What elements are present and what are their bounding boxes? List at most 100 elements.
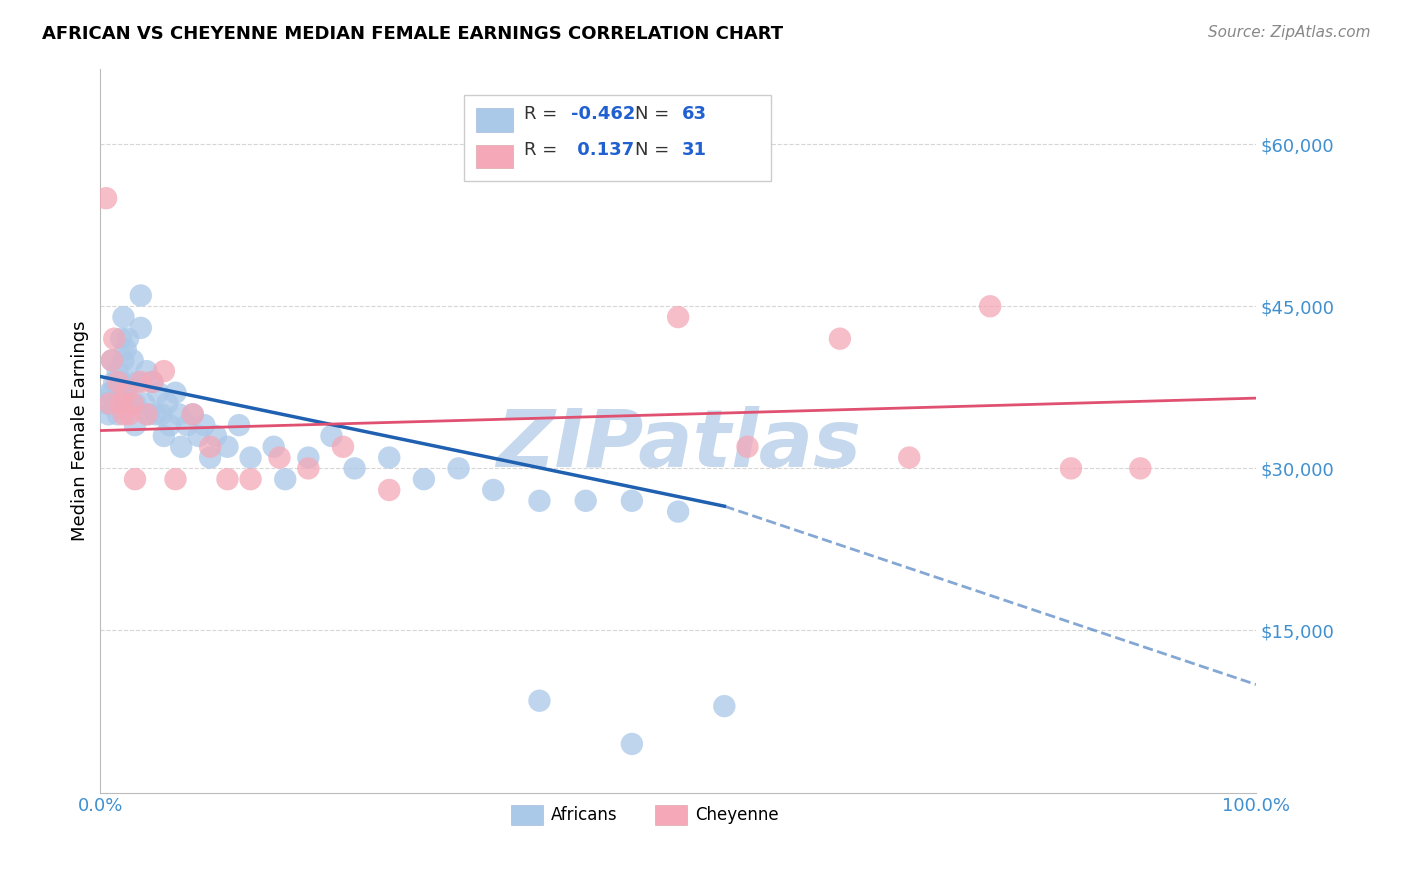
Point <box>198 440 221 454</box>
Text: 0.137: 0.137 <box>571 141 634 160</box>
Point <box>447 461 470 475</box>
Point <box>97 408 120 422</box>
Text: R =: R = <box>524 141 564 160</box>
Point <box>620 493 643 508</box>
Point <box>107 364 129 378</box>
FancyBboxPatch shape <box>464 95 770 181</box>
Point <box>979 299 1001 313</box>
Point <box>378 483 401 497</box>
Point <box>129 375 152 389</box>
Point <box>146 385 169 400</box>
Point <box>343 461 366 475</box>
Point <box>620 737 643 751</box>
Point <box>274 472 297 486</box>
Point <box>165 472 187 486</box>
Point <box>898 450 921 465</box>
Point <box>121 396 143 410</box>
Point <box>110 375 132 389</box>
Point <box>117 332 139 346</box>
Point <box>98 385 121 400</box>
Point <box>124 472 146 486</box>
Point <box>828 332 851 346</box>
Text: N =: N = <box>636 141 675 160</box>
Point <box>107 375 129 389</box>
Point <box>198 450 221 465</box>
Point <box>124 418 146 433</box>
Text: AFRICAN VS CHEYENNE MEDIAN FEMALE EARNINGS CORRELATION CHART: AFRICAN VS CHEYENNE MEDIAN FEMALE EARNIN… <box>42 25 783 43</box>
Point <box>150 408 173 422</box>
Point <box>114 343 136 357</box>
Point <box>205 429 228 443</box>
Point <box>135 364 157 378</box>
Point <box>134 396 156 410</box>
Point <box>529 493 551 508</box>
Point <box>94 191 117 205</box>
Point <box>98 396 121 410</box>
Point <box>112 353 135 368</box>
Point <box>269 450 291 465</box>
Point <box>145 408 167 422</box>
Point <box>107 408 129 422</box>
Point <box>127 375 149 389</box>
Point <box>321 429 343 443</box>
Point <box>110 396 132 410</box>
Point <box>170 440 193 454</box>
Point <box>121 353 143 368</box>
Point <box>575 493 598 508</box>
Point <box>332 440 354 454</box>
Point <box>737 440 759 454</box>
Point <box>101 353 124 368</box>
Point <box>217 472 239 486</box>
Point <box>104 396 127 410</box>
Point <box>101 353 124 368</box>
Point <box>297 450 319 465</box>
Point <box>228 418 250 433</box>
Point <box>181 408 204 422</box>
Point <box>129 288 152 302</box>
Point <box>103 332 125 346</box>
Point <box>159 418 181 433</box>
Point <box>114 385 136 400</box>
Point <box>666 505 689 519</box>
FancyBboxPatch shape <box>475 145 513 168</box>
Text: Africans: Africans <box>551 806 617 824</box>
Point <box>118 408 141 422</box>
Point <box>482 483 505 497</box>
Point <box>263 440 285 454</box>
Text: Source: ZipAtlas.com: Source: ZipAtlas.com <box>1208 25 1371 40</box>
Point <box>297 461 319 475</box>
Text: 63: 63 <box>682 105 707 123</box>
Point <box>167 408 190 422</box>
Point <box>156 396 179 410</box>
FancyBboxPatch shape <box>475 108 513 131</box>
Point <box>153 429 176 443</box>
Point <box>666 310 689 324</box>
Point <box>176 418 198 433</box>
Point <box>1060 461 1083 475</box>
Point <box>239 450 262 465</box>
Text: Cheyenne: Cheyenne <box>696 806 779 824</box>
Text: ZIPatlas: ZIPatlas <box>496 406 860 484</box>
Point <box>153 364 176 378</box>
Point <box>217 440 239 454</box>
Point <box>193 418 215 433</box>
Point <box>1129 461 1152 475</box>
Point <box>138 408 160 422</box>
Point <box>165 385 187 400</box>
Point <box>103 375 125 389</box>
FancyBboxPatch shape <box>655 805 688 825</box>
Point <box>141 375 163 389</box>
Y-axis label: Median Female Earnings: Median Female Earnings <box>72 320 89 541</box>
Point <box>378 450 401 465</box>
Point <box>101 385 124 400</box>
Point <box>94 396 117 410</box>
Point <box>412 472 434 486</box>
Point <box>529 694 551 708</box>
Point <box>187 429 209 443</box>
Point <box>239 472 262 486</box>
Point <box>118 375 141 389</box>
Point <box>114 385 136 400</box>
Point <box>181 408 204 422</box>
Text: 31: 31 <box>682 141 707 160</box>
Text: R =: R = <box>524 105 564 123</box>
